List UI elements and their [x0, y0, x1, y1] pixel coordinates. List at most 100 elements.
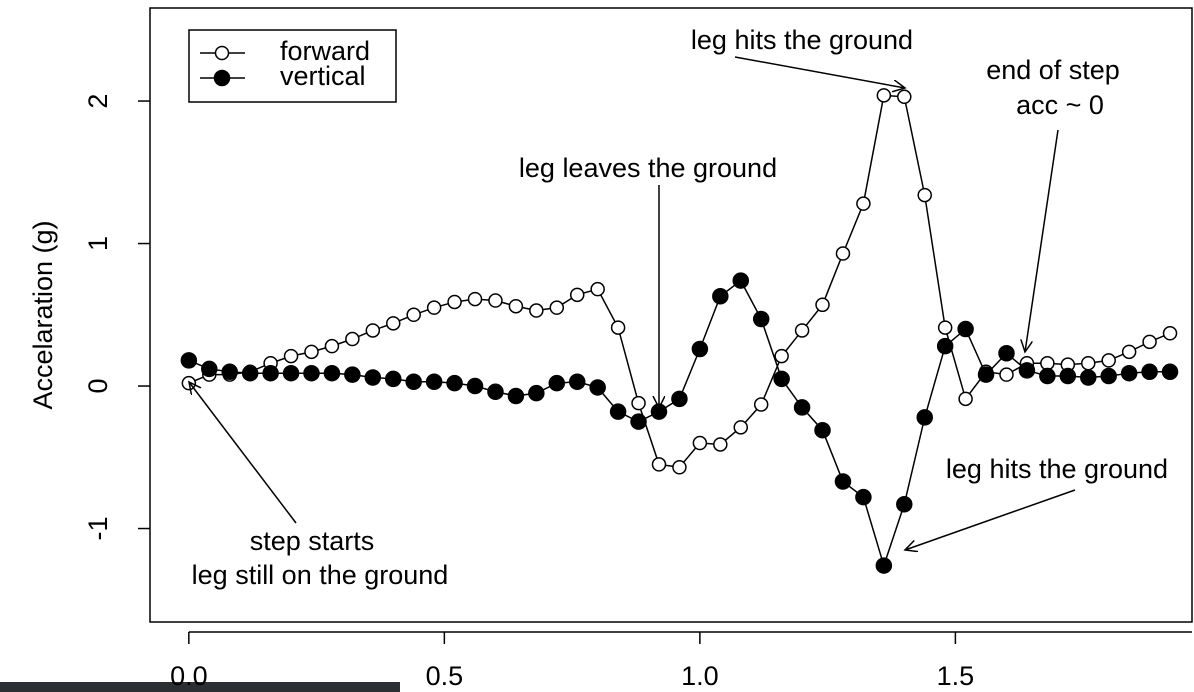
screen-fragment	[0, 682, 400, 692]
arrow	[905, 489, 1076, 550]
y-axis-label: Accelaration (g)	[28, 220, 58, 409]
point	[814, 421, 831, 439]
point	[752, 310, 770, 328]
point	[386, 316, 401, 331]
point	[466, 377, 484, 395]
point	[1121, 344, 1137, 360]
point	[447, 294, 462, 310]
point	[875, 557, 893, 574]
point	[774, 348, 789, 364]
point	[1142, 334, 1157, 350]
point	[1080, 369, 1097, 386]
point	[753, 397, 769, 412]
point	[201, 360, 218, 378]
plot-box	[149, 7, 1193, 623]
annotation: leg still on the ground	[192, 560, 449, 590]
annotation: leg hits the ground	[946, 454, 1168, 484]
point	[732, 272, 750, 289]
x-tick-label: 0.0	[170, 661, 208, 691]
annotation: leg hits the ground	[691, 25, 913, 55]
point	[426, 300, 442, 315]
point	[529, 303, 544, 318]
point	[405, 373, 422, 391]
point	[262, 364, 279, 382]
point	[712, 288, 729, 305]
arrow	[189, 382, 297, 524]
point	[569, 287, 585, 303]
point	[508, 298, 524, 314]
point	[773, 370, 790, 388]
point	[936, 337, 954, 355]
point	[1141, 363, 1158, 381]
legend-box	[188, 29, 397, 103]
point	[1081, 355, 1096, 371]
point	[467, 291, 483, 307]
y-tick-label: 0	[83, 379, 113, 394]
point	[487, 383, 504, 400]
point	[1120, 364, 1138, 382]
point	[733, 420, 749, 435]
y-tick-label: 1	[83, 236, 113, 251]
point	[1039, 367, 1056, 385]
point	[692, 435, 708, 451]
point	[180, 352, 198, 369]
point	[691, 340, 709, 358]
point	[282, 364, 300, 382]
point	[221, 363, 238, 381]
point	[937, 320, 953, 335]
plot	[180, 88, 1179, 574]
point	[303, 364, 320, 382]
point	[590, 281, 605, 297]
point	[999, 367, 1014, 382]
point	[323, 364, 341, 382]
point	[1040, 355, 1055, 371]
point	[896, 496, 913, 513]
point	[916, 409, 933, 426]
point	[1161, 363, 1179, 381]
point	[488, 293, 503, 308]
point	[406, 307, 421, 323]
legend-marker	[213, 69, 231, 87]
point	[1100, 367, 1117, 385]
point	[876, 88, 892, 103]
point	[794, 323, 810, 338]
x-tick-label: 0.5	[426, 661, 464, 691]
legend-label: vertical	[280, 61, 366, 91]
point	[507, 387, 525, 405]
point	[1059, 367, 1077, 385]
annotation: leg leaves the ground	[519, 153, 777, 183]
point	[528, 384, 545, 402]
legend-label: forward	[280, 36, 370, 66]
point	[672, 460, 687, 475]
point	[671, 390, 688, 408]
y-tick-label: -1	[83, 517, 113, 541]
arrow	[734, 56, 905, 88]
point	[856, 196, 871, 211]
x-tick-label: 1.5	[937, 661, 975, 691]
point	[897, 89, 912, 105]
point	[610, 320, 626, 335]
point	[631, 395, 646, 411]
point	[324, 338, 340, 354]
arrow	[1025, 129, 1059, 352]
point	[425, 373, 443, 391]
point	[917, 187, 932, 203]
point	[1018, 362, 1036, 379]
point	[344, 366, 361, 383]
point	[385, 370, 402, 388]
y-tick-label: 2	[83, 94, 113, 109]
annotation: end of step	[986, 55, 1120, 85]
point	[998, 345, 1015, 362]
point	[958, 391, 973, 407]
series-line	[188, 279, 1171, 569]
point	[834, 473, 852, 490]
point	[549, 300, 565, 315]
point	[364, 369, 382, 386]
point	[1101, 353, 1116, 368]
point	[345, 331, 360, 347]
point	[568, 373, 586, 391]
x-tick-label: 1.0	[681, 661, 719, 691]
point	[855, 488, 872, 506]
legend-marker	[214, 45, 230, 61]
